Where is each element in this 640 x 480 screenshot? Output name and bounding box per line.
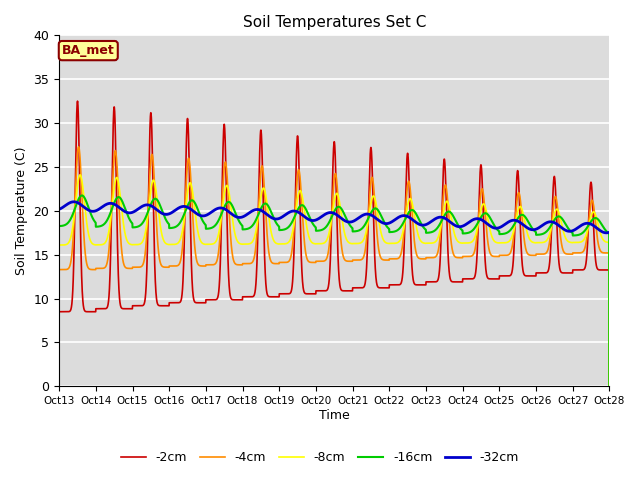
-8cm xyxy=(76,172,84,178)
-4cm xyxy=(388,256,396,262)
-16cm xyxy=(605,230,613,236)
-8cm xyxy=(554,206,561,212)
-32cm xyxy=(605,229,613,235)
-4cm xyxy=(605,384,613,389)
-2cm xyxy=(605,384,613,389)
-4cm xyxy=(554,202,561,207)
-8cm xyxy=(55,242,63,248)
Line: -4cm: -4cm xyxy=(59,147,609,386)
-16cm xyxy=(55,223,63,229)
-32cm xyxy=(70,199,77,204)
-2cm xyxy=(173,300,181,306)
-8cm xyxy=(605,384,613,389)
-4cm xyxy=(209,262,217,268)
-8cm xyxy=(605,240,613,245)
Line: -8cm: -8cm xyxy=(59,175,609,386)
-2cm xyxy=(55,309,63,314)
-4cm xyxy=(173,263,181,269)
-16cm xyxy=(605,384,613,389)
-32cm xyxy=(209,208,217,214)
-16cm xyxy=(397,223,405,228)
-32cm xyxy=(397,213,405,219)
-2cm xyxy=(397,279,405,285)
-16cm xyxy=(388,229,396,235)
Y-axis label: Soil Temperature (C): Soil Temperature (C) xyxy=(15,146,28,275)
-32cm xyxy=(602,230,610,236)
-32cm xyxy=(605,229,613,235)
-32cm xyxy=(388,219,396,225)
Title: Soil Temperatures Set C: Soil Temperatures Set C xyxy=(243,15,426,30)
-2cm xyxy=(554,229,561,235)
X-axis label: Time: Time xyxy=(319,409,349,422)
-4cm xyxy=(55,267,63,273)
-4cm xyxy=(75,144,83,150)
-16cm xyxy=(78,192,86,198)
-2cm xyxy=(388,282,396,288)
-8cm xyxy=(209,241,217,247)
-8cm xyxy=(173,241,181,247)
Line: -16cm: -16cm xyxy=(59,195,609,386)
-2cm xyxy=(209,297,217,303)
-16cm xyxy=(209,224,217,230)
Line: -32cm: -32cm xyxy=(59,202,609,233)
-2cm xyxy=(605,267,613,273)
-8cm xyxy=(397,234,405,240)
-4cm xyxy=(605,250,613,256)
-2cm xyxy=(74,98,81,104)
-4cm xyxy=(397,249,405,254)
Line: -2cm: -2cm xyxy=(59,101,609,386)
Text: BA_met: BA_met xyxy=(62,44,115,57)
-32cm xyxy=(554,221,561,227)
-32cm xyxy=(55,206,63,212)
-8cm xyxy=(388,240,396,246)
-16cm xyxy=(554,214,561,220)
-16cm xyxy=(173,223,181,229)
-32cm xyxy=(173,206,181,212)
Legend: -2cm, -4cm, -8cm, -16cm, -32cm: -2cm, -4cm, -8cm, -16cm, -32cm xyxy=(116,446,524,469)
